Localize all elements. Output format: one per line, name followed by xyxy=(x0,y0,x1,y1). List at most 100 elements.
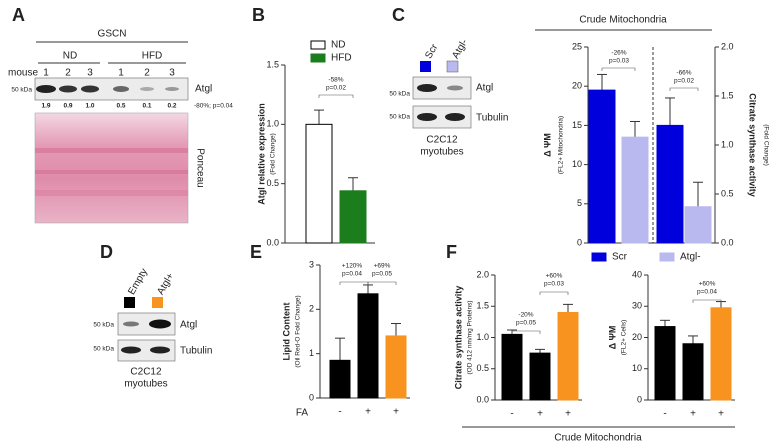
bar xyxy=(501,333,523,401)
cell-type: myotubes xyxy=(124,379,167,390)
protein-label: Atgl xyxy=(195,84,212,95)
annotation: +60% xyxy=(546,273,563,280)
x-tick-label: + xyxy=(365,407,371,418)
y-tick-label: 1.0 xyxy=(266,119,279,129)
lane-label: Atgl+ xyxy=(155,271,176,297)
legend-swatch xyxy=(659,252,675,262)
y-tick-label: 10 xyxy=(632,363,642,373)
lane-label: 2 xyxy=(65,68,71,79)
bracket xyxy=(367,281,397,285)
band xyxy=(113,86,129,92)
legend-label: Atgl- xyxy=(680,252,701,263)
panel-a: A GSCN ND HFD mouse 1 2 3 1 2 3 50 kDa A… xyxy=(8,5,233,224)
group-label: ND xyxy=(63,51,77,62)
bar xyxy=(684,206,712,244)
band xyxy=(140,87,154,91)
bar xyxy=(339,190,367,244)
bar xyxy=(654,326,676,401)
x-tick-label: + xyxy=(393,407,399,418)
band xyxy=(417,84,437,92)
panel-letter: F xyxy=(446,242,457,262)
y-tick-label: 1.5 xyxy=(266,59,279,69)
ponceau-band xyxy=(35,190,188,196)
marker-label: 50 kDa xyxy=(93,322,114,329)
band xyxy=(123,321,139,327)
y-tick-label: 1.0 xyxy=(476,332,489,342)
y2-tick-label: 1.5 xyxy=(721,90,734,100)
band xyxy=(36,85,56,93)
panel-letter: E xyxy=(250,242,262,262)
blot-box xyxy=(34,77,189,101)
protein-label: Tubulin xyxy=(180,346,212,357)
y-tick-label: 2.0 xyxy=(476,269,489,279)
quantification: 0.1 xyxy=(142,103,151,110)
lane-label: Scr xyxy=(423,42,440,61)
annotation: +60% xyxy=(699,281,716,288)
bar xyxy=(621,136,649,244)
y-tick-label: 0.0 xyxy=(266,237,279,247)
lane-label: 1 xyxy=(118,68,124,79)
x-tick-label: + xyxy=(537,409,543,420)
annotation: +69% xyxy=(374,263,391,270)
bracket xyxy=(601,67,636,71)
marker-label: 50 kDa xyxy=(11,87,32,94)
blot-box xyxy=(412,76,472,100)
panel-letter: B xyxy=(252,5,265,25)
y-tick-label: 5 xyxy=(577,198,582,208)
y-axis-label: Citrate synthase activity xyxy=(453,286,463,390)
band xyxy=(447,85,463,91)
y2-axis-unit: (Fold Change) xyxy=(762,124,769,166)
annotation: p=0.05 xyxy=(372,271,392,278)
annotation: +120% xyxy=(342,263,363,270)
annotation: p=0.03 xyxy=(544,281,564,288)
legend-swatch xyxy=(591,252,607,262)
marker-label: 50 kDa xyxy=(389,114,410,121)
ponceau-band xyxy=(35,148,188,153)
y-tick-label: 0 xyxy=(577,237,582,247)
quantification: 0.2 xyxy=(167,103,176,110)
ponceau-band xyxy=(35,170,188,174)
legend-swatch xyxy=(310,40,326,50)
protein-label: Atgl xyxy=(476,83,493,94)
y2-axis-label: Citrate synthase activity xyxy=(748,93,758,197)
y-axis-label: Lipid Content xyxy=(281,303,291,361)
y-tick-label: 0 xyxy=(309,392,314,402)
bracket xyxy=(318,94,354,98)
legend-label: HFD xyxy=(331,53,352,64)
quantification: 1.0 xyxy=(85,103,94,110)
panel-d-blot: D Empty Atgl+ 50 kDa 50 kDa Atgl Tubulin… xyxy=(93,242,212,390)
annotation: -58% xyxy=(328,77,343,84)
y-tick-label: 0.5 xyxy=(266,178,279,188)
y-tick-label: 1.5 xyxy=(476,301,489,311)
panel-letter: A xyxy=(12,5,25,25)
blot-box xyxy=(117,339,176,362)
cell-line: C2C12 xyxy=(130,367,162,378)
bar xyxy=(656,124,684,244)
ponceau-stain xyxy=(34,112,189,224)
annotation: -66% xyxy=(676,70,691,77)
x-axis-label: FA xyxy=(296,408,309,419)
panel-letter: C xyxy=(392,5,405,25)
y-tick-label: 1 xyxy=(309,348,314,358)
band xyxy=(121,346,141,354)
protein-label: Tubulin xyxy=(476,113,508,124)
chart-title: Crude Mitochondria xyxy=(579,15,667,26)
y2-tick-label: 0.0 xyxy=(721,237,734,247)
stain-label: Ponceau xyxy=(194,148,205,187)
lane-label: 2 xyxy=(144,68,150,79)
bar xyxy=(329,359,351,399)
annotation: p=0.04 xyxy=(697,289,717,296)
bar xyxy=(305,123,333,244)
marker-label: 50 kDa xyxy=(93,346,114,353)
quantification: 0.9 xyxy=(63,103,72,110)
bracket xyxy=(539,291,569,295)
panel-letter: D xyxy=(100,242,113,262)
lane-label: 1 xyxy=(43,68,49,79)
y-axis-unit: (FL2+ Cells) xyxy=(621,320,628,356)
y2-tick-label: 2.0 xyxy=(721,41,734,51)
band xyxy=(81,85,99,93)
band xyxy=(149,319,171,329)
bracket xyxy=(511,330,541,334)
lane-label: 3 xyxy=(169,68,175,79)
bar xyxy=(588,89,616,244)
